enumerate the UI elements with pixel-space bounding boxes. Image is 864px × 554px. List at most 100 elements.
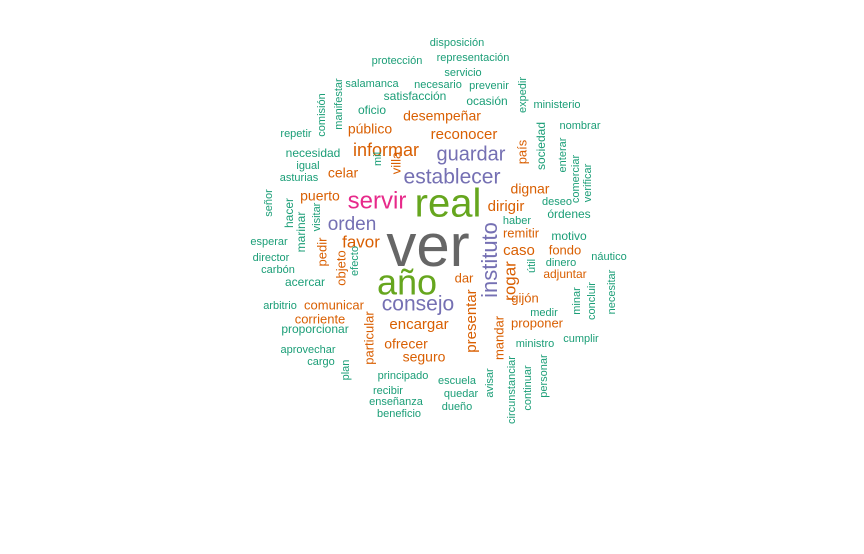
- word-30: dar: [455, 270, 474, 285]
- word-80: cumplir: [563, 333, 599, 345]
- word-87: útil: [526, 259, 538, 273]
- word-65: aprovechar: [280, 344, 335, 356]
- word-69: recibir: [373, 385, 403, 397]
- word-16: caso: [503, 242, 535, 259]
- word-23: comunicar: [304, 297, 365, 312]
- word-29: adjuntar: [543, 267, 586, 281]
- word-32: país: [514, 139, 529, 164]
- word-40: representación: [437, 52, 510, 64]
- word-86: dinero: [546, 257, 577, 269]
- word-2: año: [377, 262, 437, 303]
- word-24: ofrecer: [384, 336, 428, 352]
- word-59: esperar: [250, 236, 288, 248]
- word-34: pedir: [314, 237, 329, 267]
- word-62: acercar: [285, 275, 325, 289]
- word-12: encargar: [389, 316, 448, 333]
- word-44: necesario: [414, 79, 462, 91]
- word-68: principado: [378, 370, 429, 382]
- word-21: dignar: [511, 181, 550, 197]
- word-47: ocasión: [466, 94, 507, 108]
- word-27: proponer: [511, 315, 564, 330]
- word-89: haber: [503, 215, 531, 227]
- word-0: ver: [386, 212, 469, 279]
- word-43: salamanca: [345, 78, 399, 90]
- word-84: necesitar: [606, 269, 618, 314]
- word-88: motivo: [551, 229, 587, 243]
- word-71: beneficio: [377, 408, 421, 420]
- word-55: señor: [263, 189, 275, 217]
- word-9: informar: [353, 140, 419, 160]
- word-20: puerto: [300, 188, 340, 204]
- word-5: consejo: [382, 293, 454, 316]
- word-97: manifestar: [333, 78, 345, 130]
- word-90: órdenes: [547, 207, 590, 221]
- word-18: público: [348, 121, 393, 137]
- word-51: repetir: [280, 128, 312, 140]
- word-73: dueño: [442, 401, 473, 413]
- word-83: minar: [571, 287, 583, 315]
- word-95: sociedad: [534, 122, 548, 170]
- word-14: presentar: [463, 289, 480, 352]
- word-41: protección: [372, 55, 423, 67]
- word-53: igual: [296, 160, 319, 172]
- word-57: marinar: [294, 212, 308, 253]
- word-8: instituto: [477, 222, 502, 298]
- word-10: favor: [342, 232, 380, 251]
- word-82: concluir: [586, 282, 598, 320]
- word-36: mandar: [491, 315, 506, 360]
- word-17: desempeñar: [403, 108, 481, 124]
- word-58: visitar: [311, 202, 323, 231]
- word-4: establecer: [404, 166, 501, 189]
- word-54: asturias: [280, 172, 319, 184]
- word-75: avisar: [484, 368, 496, 398]
- word-7: orden: [328, 214, 377, 235]
- word-64: arbitrio: [263, 300, 297, 312]
- word-19: celar: [328, 165, 359, 181]
- word-35: particular: [361, 311, 376, 365]
- word-93: verificar: [582, 163, 594, 202]
- word-77: continuar: [522, 365, 534, 411]
- word-79: ministro: [516, 338, 555, 350]
- word-28: gijón: [511, 290, 538, 305]
- word-50: nombrar: [560, 120, 601, 132]
- word-98: comisión: [316, 93, 328, 136]
- word-56: hacer: [282, 198, 296, 228]
- word-45: prevenir: [469, 80, 509, 92]
- word-46: satisfacción: [384, 89, 447, 103]
- word-22: remitir: [503, 225, 540, 240]
- word-81: medir: [530, 307, 558, 319]
- word-78: personar: [538, 354, 550, 398]
- word-48: ministerio: [533, 99, 580, 111]
- word-99: mil: [372, 152, 384, 166]
- word-66: cargo: [307, 356, 335, 368]
- word-1: real: [415, 182, 482, 226]
- word-3: servir: [348, 187, 407, 214]
- word-31: fondo: [549, 242, 582, 257]
- word-91: deseo: [542, 196, 572, 208]
- word-85: náutico: [591, 251, 626, 263]
- word-74: escuela: [438, 375, 477, 387]
- word-63: efecto: [349, 246, 361, 276]
- word-60: director: [253, 252, 290, 264]
- word-52: necesidad: [286, 146, 341, 160]
- word-15: dirigir: [488, 198, 525, 215]
- word-37: villa: [388, 151, 403, 174]
- word-96: expedir: [517, 77, 529, 113]
- word-38: proporcionar: [281, 322, 348, 336]
- word-61: carbón: [261, 264, 295, 276]
- word-13: rogar: [500, 261, 519, 301]
- word-39: disposición: [430, 37, 484, 49]
- word-11: reconocer: [431, 126, 498, 143]
- word-6: guardar: [437, 143, 506, 165]
- word-42: servicio: [444, 67, 481, 79]
- word-72: quedar: [444, 388, 479, 400]
- word-67: plan: [340, 360, 352, 381]
- word-94: enterar: [557, 137, 569, 172]
- word-33: objeto: [333, 250, 348, 285]
- word-92: comerciar: [570, 155, 582, 204]
- word-26: corriente: [295, 311, 346, 326]
- word-76: circunstanciar: [506, 356, 518, 424]
- word-25: seguro: [403, 349, 446, 365]
